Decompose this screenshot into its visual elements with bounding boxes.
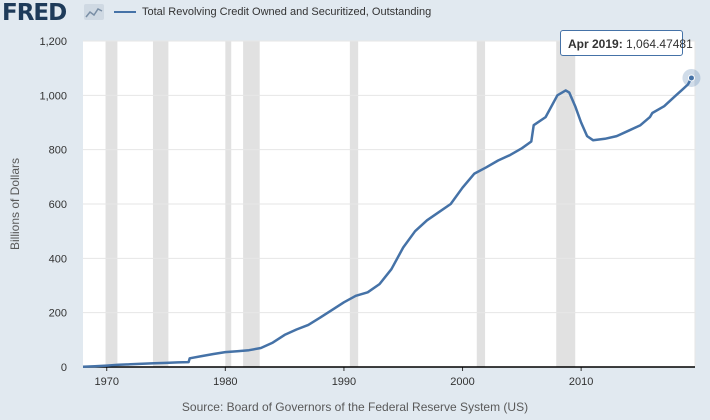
- y-tick-label: 0: [61, 362, 67, 374]
- hover-point[interactable]: [687, 74, 695, 82]
- legend-series-label: Total Revolving Credit Owned and Securit…: [142, 6, 432, 18]
- y-tick-label: 1,000: [39, 90, 67, 102]
- tooltip-date: Apr 2019:: [568, 37, 623, 51]
- x-tick-label: 1970: [94, 376, 118, 388]
- y-tick-label: 800: [49, 145, 67, 157]
- legend-swatch: [114, 11, 136, 14]
- fred-chart-icon: [84, 4, 104, 20]
- x-tick-label: 1980: [213, 376, 237, 388]
- y-tick-label: 600: [49, 199, 67, 211]
- data-tooltip: Apr 2019: 1,064.47481: [560, 30, 693, 56]
- series-line: [82, 77, 693, 368]
- source-caption: Source: Board of Governors of the Federa…: [181, 400, 529, 414]
- y-tick-label: 1,200: [39, 36, 67, 48]
- chart-legend: Total Revolving Credit Owned and Securit…: [114, 6, 431, 18]
- tooltip-value: 1,064.47481: [626, 37, 693, 51]
- y-axis-label: Billions of Dollars: [8, 158, 22, 250]
- y-tick-label: 200: [49, 308, 67, 320]
- x-tick-label: 2000: [450, 376, 474, 388]
- x-tick-label: 1990: [332, 376, 356, 388]
- x-tick-label: 2010: [569, 376, 593, 388]
- fred-logo[interactable]: FRED: [2, 0, 67, 26]
- y-tick-label: 400: [49, 253, 67, 265]
